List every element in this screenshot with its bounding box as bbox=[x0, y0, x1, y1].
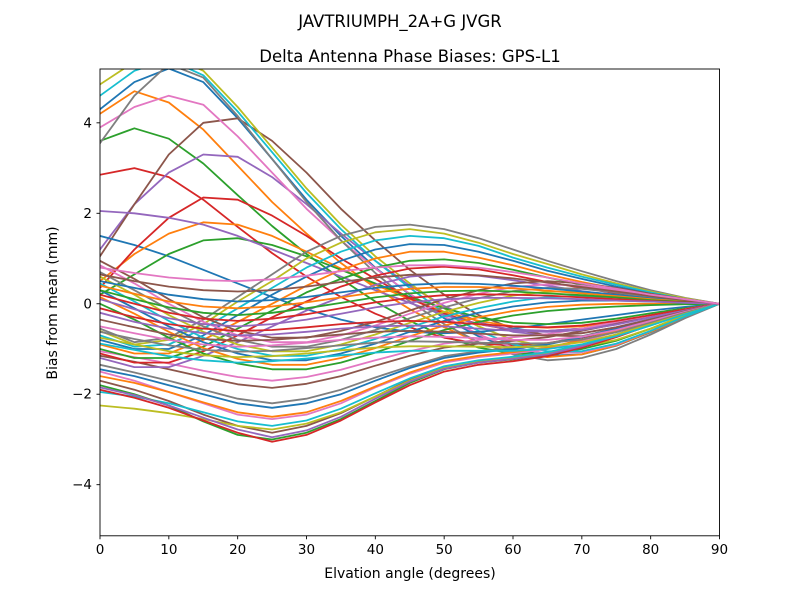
series-line-47 bbox=[100, 302, 720, 348]
x-tick-label: 80 bbox=[642, 542, 659, 558]
series-line-34 bbox=[100, 265, 720, 364]
series-line-53 bbox=[100, 289, 720, 317]
y-tick-label: 2 bbox=[83, 206, 92, 222]
series-line-45 bbox=[100, 302, 720, 337]
x-axis-ticks: 0 10 20 30 40 50 60 70 80 90 bbox=[96, 535, 728, 558]
series-line-52 bbox=[100, 284, 720, 310]
series-line-46 bbox=[100, 302, 720, 342]
x-tick-label: 0 bbox=[96, 542, 105, 558]
series-line-55 bbox=[100, 296, 720, 328]
series-lines bbox=[100, 69, 720, 443]
x-tick-label: 50 bbox=[436, 542, 453, 558]
x-tick-label: 30 bbox=[298, 542, 315, 558]
x-tick-label: 60 bbox=[504, 542, 521, 558]
y-tick-label: −2 bbox=[72, 387, 92, 403]
series-line-09 bbox=[100, 69, 720, 348]
series-line-54 bbox=[100, 293, 720, 322]
y-tick-label: −4 bbox=[72, 477, 92, 493]
series-line-37 bbox=[100, 264, 720, 344]
chart-subtitle: Delta Antenna Phase Biases: GPS-L1 bbox=[259, 47, 560, 66]
x-tick-label: 90 bbox=[711, 542, 728, 558]
series-line-21 bbox=[100, 302, 720, 409]
series-line-48 bbox=[100, 302, 720, 353]
series-line-57 bbox=[100, 264, 720, 305]
plot-border bbox=[99, 68, 720, 537]
y-tick-label: 4 bbox=[83, 115, 92, 131]
x-axis-label: Elvation angle (degrees) bbox=[324, 566, 495, 582]
series-line-56 bbox=[100, 272, 720, 305]
series-line-31 bbox=[100, 243, 720, 350]
y-tick-label: 0 bbox=[83, 296, 92, 312]
figure-title: JAVTRIUMPH_2A+G JVGR bbox=[297, 12, 501, 32]
x-tick-label: 70 bbox=[573, 542, 590, 558]
series-line-50 bbox=[100, 302, 720, 364]
x-tick-label: 10 bbox=[160, 542, 177, 558]
y-axis-label: Bias from mean (mm) bbox=[45, 226, 61, 379]
series-line-51 bbox=[100, 280, 720, 305]
y-axis-ticks: −4 −2 0 2 4 bbox=[72, 115, 100, 493]
series-line-49 bbox=[100, 302, 720, 359]
series-line-44 bbox=[100, 302, 720, 332]
x-tick-label: 40 bbox=[367, 542, 384, 558]
x-tick-label: 20 bbox=[229, 542, 246, 558]
